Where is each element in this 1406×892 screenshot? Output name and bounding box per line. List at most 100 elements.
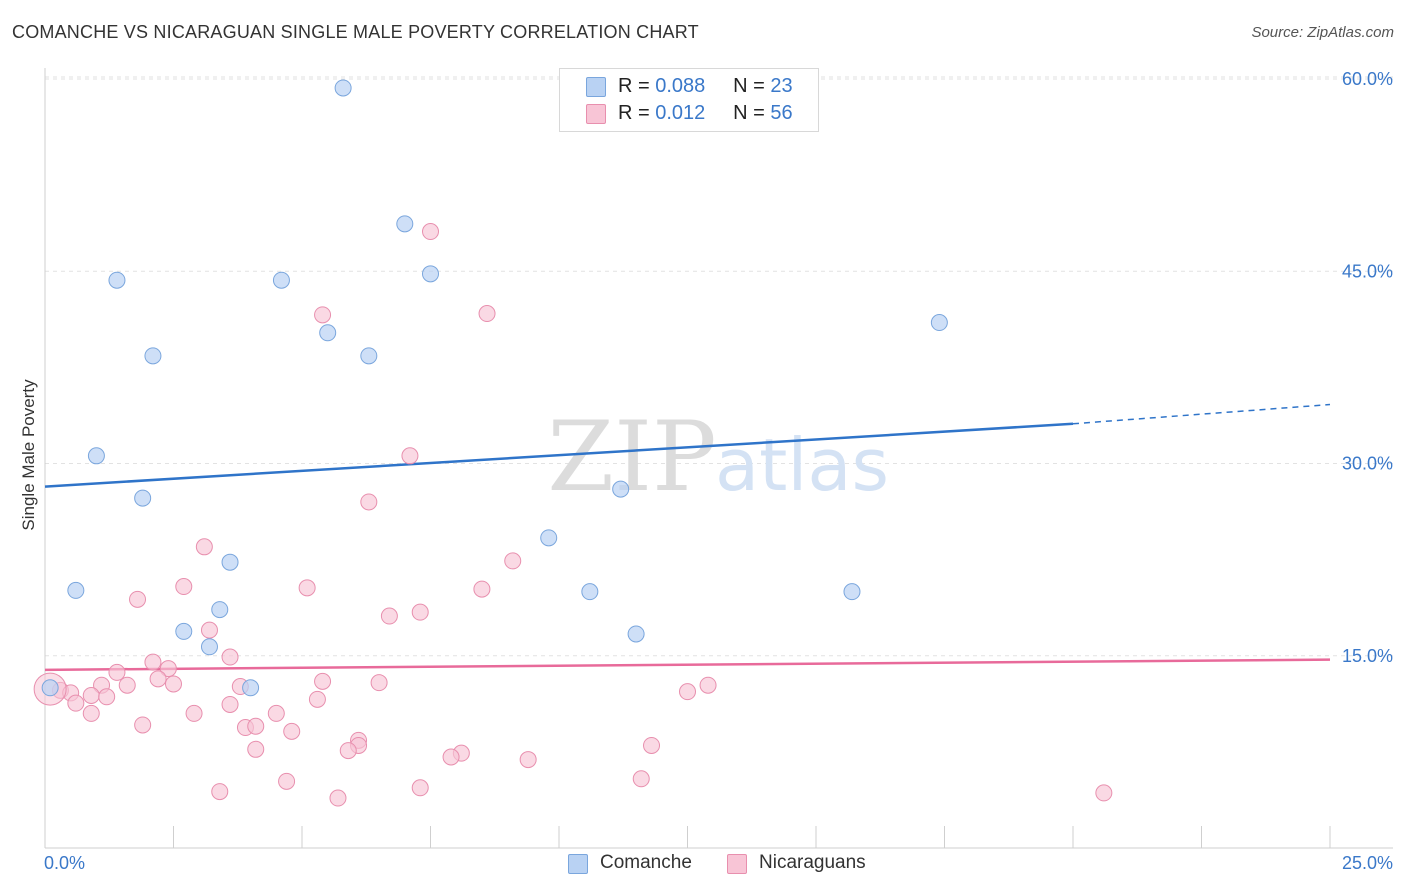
legend-n-label: N = <box>733 102 765 124</box>
point-nicaraguans <box>699 676 717 694</box>
y-tick-label: 15.0% <box>1342 646 1393 666</box>
legend-r-value: 0.088 <box>655 75 706 97</box>
point-comanche <box>612 480 630 498</box>
point-nicaraguans <box>422 223 439 241</box>
point-nicaraguans <box>82 704 100 722</box>
point-comanche <box>67 581 85 599</box>
point-nicaraguans <box>632 770 650 788</box>
point-comanche <box>360 347 378 365</box>
point-nicaraguans <box>478 305 496 323</box>
point-nicaraguans <box>175 578 193 596</box>
point-comanche <box>396 215 414 233</box>
axes: 15.0% 30.0% 45.0% 60.0% <box>44 68 1393 849</box>
trend-line-comanche-extension <box>1072 403 1331 425</box>
y-tick-label: 60.0% <box>1342 69 1393 89</box>
legend-r-label: R = <box>618 102 650 124</box>
point-nicaraguans <box>278 772 296 790</box>
point-comanche <box>200 638 218 656</box>
point-nicaraguans <box>401 447 419 465</box>
point-comanche <box>87 447 105 465</box>
point-nicaraguans <box>314 672 332 690</box>
legend-swatch-nicaraguans <box>586 104 606 124</box>
point-nicaraguans <box>283 722 301 740</box>
point-comanche <box>843 583 861 601</box>
point-comanche <box>581 583 599 601</box>
point-nicaraguans <box>267 704 285 722</box>
point-nicaraguans <box>129 590 147 608</box>
point-nicaraguans <box>159 660 177 678</box>
point-comanche <box>221 553 239 571</box>
point-nicaraguans <box>149 670 167 688</box>
point-nicaraguans <box>165 675 182 693</box>
point-comanche <box>422 265 439 283</box>
point-nicaraguans <box>221 648 239 666</box>
point-nicaraguans <box>1095 784 1113 802</box>
point-comanche <box>144 347 162 365</box>
point-nicaraguans <box>221 695 239 713</box>
y-tick-label: 45.0% <box>1342 261 1393 281</box>
y-axis-label: Single Male Poverty <box>19 379 38 531</box>
point-nicaraguans <box>144 653 162 671</box>
point-nicaraguans <box>679 683 696 701</box>
legend-label-nicaraguans: Nicaraguans <box>759 852 866 873</box>
point-nicaraguans <box>643 736 661 754</box>
point-comanche <box>540 529 558 547</box>
x-tick-label-min: 0.0% <box>44 853 85 873</box>
point-nicaraguans <box>442 748 460 766</box>
point-nicaraguans <box>118 676 136 694</box>
trend-line-comanche <box>44 422 1074 488</box>
y-tick-label: 30.0% <box>1342 454 1393 474</box>
x-tick-label-max: 25.0% <box>1342 853 1393 873</box>
point-comanche <box>272 271 290 289</box>
point-nicaraguans <box>411 603 429 621</box>
point-nicaraguans <box>314 306 332 324</box>
source-label: Source: ZipAtlas.com <box>1251 24 1394 41</box>
point-nicaraguans <box>82 686 100 704</box>
legend-n-value: 23 <box>770 75 793 97</box>
point-nicaraguans <box>211 783 229 801</box>
point-nicaraguans <box>360 493 378 511</box>
point-comanche <box>930 314 948 332</box>
point-nicaraguans <box>185 704 203 722</box>
point-nicaraguans <box>67 694 85 712</box>
trend-line-nicaraguans <box>44 658 1331 672</box>
point-comanche <box>41 679 59 697</box>
point-comanche <box>242 679 260 697</box>
legend-swatch-comanche <box>568 854 588 874</box>
chart-title: COMANCHE VS NICARAGUAN SINGLE MALE POVER… <box>12 22 699 42</box>
legend-n-value: 56 <box>770 102 793 124</box>
point-nicaraguans <box>308 690 326 708</box>
point-comanche <box>175 622 193 640</box>
trend-lines <box>44 403 1331 672</box>
point-nicaraguans <box>247 717 265 735</box>
point-nicaraguans <box>108 663 126 681</box>
point-nicaraguans <box>473 580 491 598</box>
point-comanche <box>211 601 229 619</box>
point-nicaraguans <box>195 538 213 556</box>
point-comanche <box>334 79 352 97</box>
point-nicaraguans <box>339 742 357 760</box>
point-nicaraguans <box>329 789 347 807</box>
point-nicaraguans <box>298 579 316 597</box>
grid <box>45 76 1393 657</box>
watermark-zip: ZIP <box>547 401 716 513</box>
point-comanche <box>319 324 337 342</box>
point-nicaraguans <box>380 607 398 625</box>
legend-r-label: R = <box>618 75 650 97</box>
point-nicaraguans <box>519 751 537 769</box>
point-comanche <box>134 489 152 507</box>
point-comanche <box>627 625 645 643</box>
point-nicaraguans <box>247 740 265 758</box>
point-nicaraguans <box>370 674 388 692</box>
point-nicaraguans <box>98 688 116 706</box>
point-nicaraguans <box>134 716 152 734</box>
data-points <box>33 79 1113 807</box>
point-nicaraguans <box>200 621 218 639</box>
legend-swatch-nicaraguans <box>727 854 747 874</box>
legend-label-comanche: Comanche <box>600 852 692 873</box>
legend-r-value: 0.012 <box>655 102 706 124</box>
point-nicaraguans <box>504 552 522 570</box>
point-comanche <box>108 271 126 289</box>
legend-swatch-comanche <box>586 77 606 97</box>
